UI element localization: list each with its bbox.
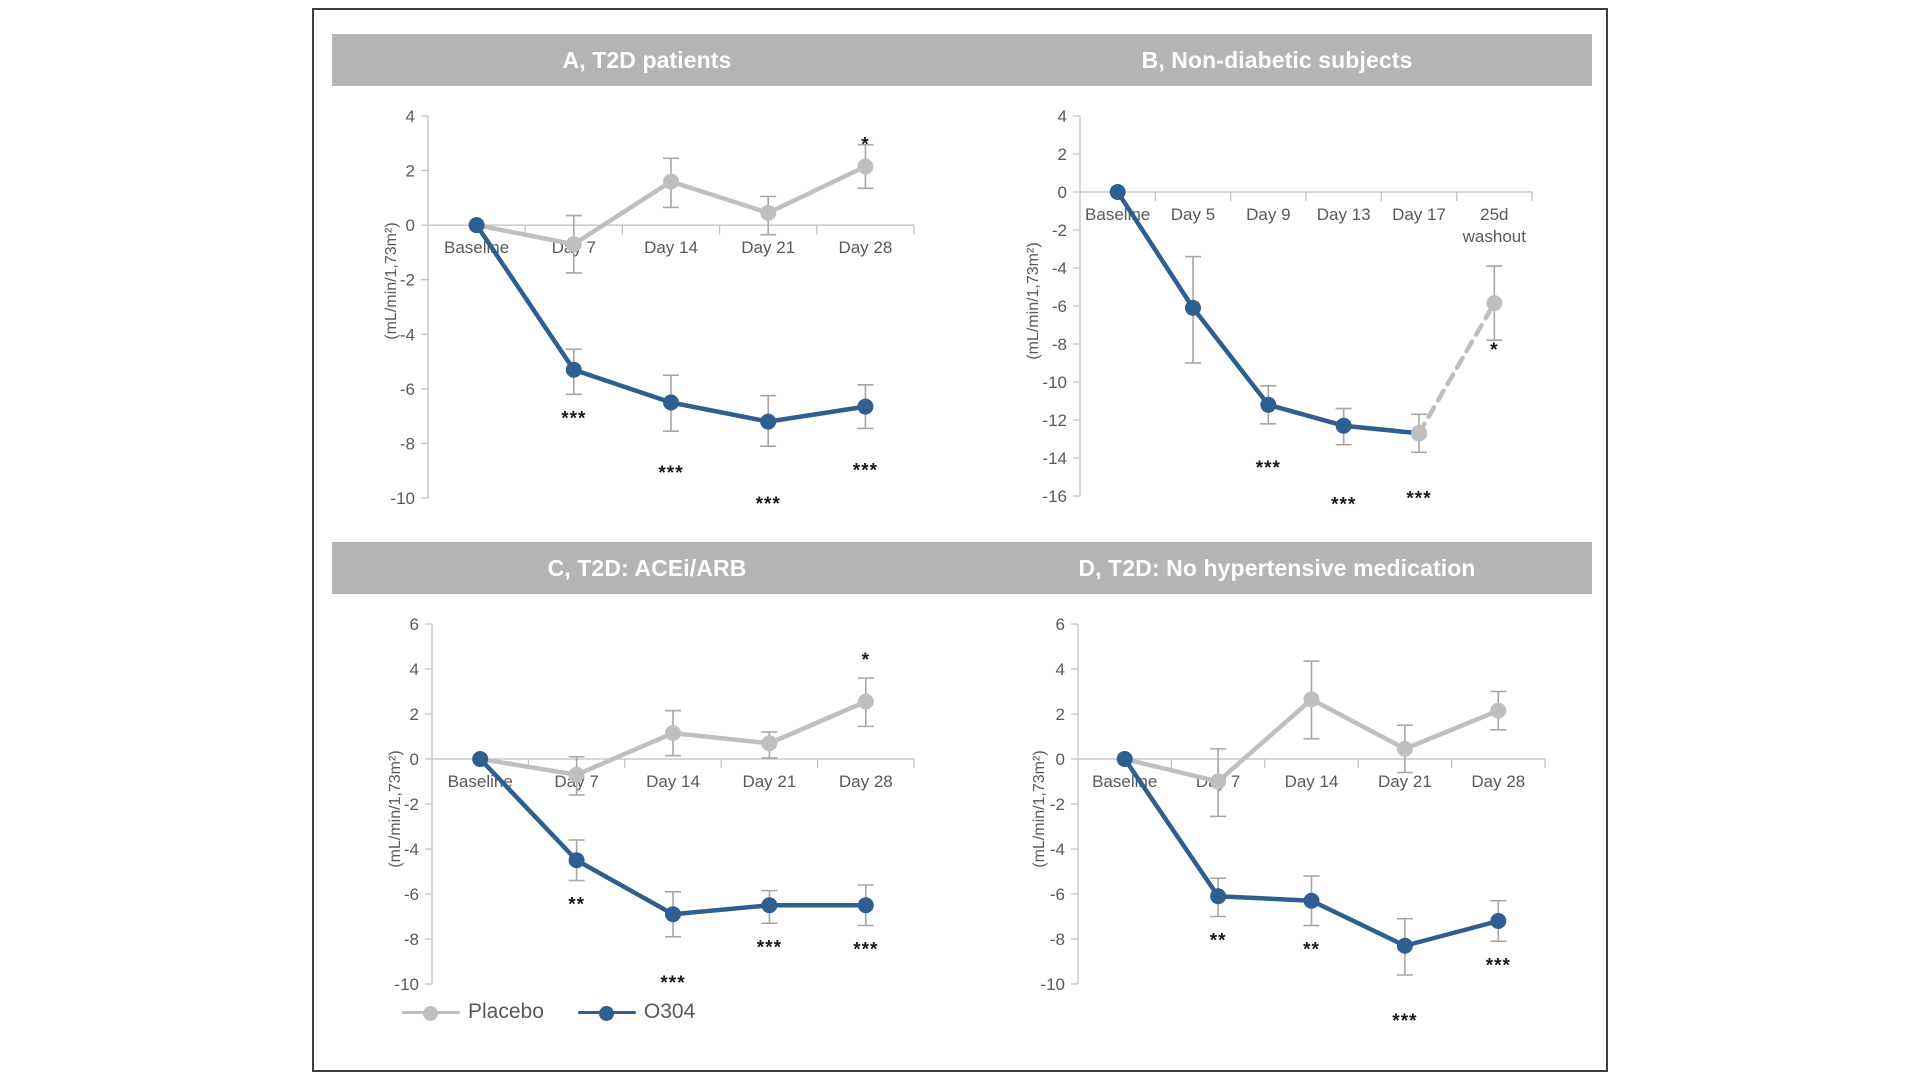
- svg-text:-8: -8: [404, 930, 419, 949]
- svg-text:6: 6: [1056, 615, 1065, 634]
- panel-b-title: B, Non-diabetic subjects: [1141, 46, 1413, 73]
- svg-text:-6: -6: [1052, 297, 1067, 316]
- svg-text:4: 4: [406, 107, 415, 126]
- svg-text:Day 17: Day 17: [1392, 205, 1446, 224]
- svg-text:Day 21: Day 21: [1378, 772, 1432, 791]
- svg-text:Day 28: Day 28: [838, 238, 892, 257]
- svg-text:Day 14: Day 14: [644, 238, 698, 257]
- svg-text:0: 0: [410, 750, 419, 769]
- svg-text:0: 0: [1058, 183, 1067, 202]
- svg-text:-10: -10: [1040, 975, 1065, 994]
- svg-text:washout: washout: [1462, 227, 1527, 246]
- svg-text:2: 2: [1058, 145, 1067, 164]
- panel-c-title-bar: C, T2D: ACEi/ARB: [332, 542, 962, 594]
- svg-text:***: ***: [658, 463, 683, 484]
- svg-text:25d: 25d: [1480, 205, 1508, 224]
- svg-text:Baseline: Baseline: [444, 238, 509, 257]
- svg-text:Day 21: Day 21: [742, 772, 796, 791]
- svg-text:Day 21: Day 21: [741, 238, 795, 257]
- panel-d-title-bar: D, T2D: No hypertensive medication: [962, 542, 1592, 594]
- svg-text:-12: -12: [1042, 411, 1067, 430]
- svg-text:Day 13: Day 13: [1317, 205, 1371, 224]
- svg-text:Day 28: Day 28: [839, 772, 893, 791]
- svg-text:4: 4: [1058, 107, 1067, 126]
- svg-text:0: 0: [1056, 750, 1065, 769]
- panel-a-title: A, T2D patients: [562, 46, 732, 73]
- svg-text:-2: -2: [404, 795, 419, 814]
- svg-text:6: 6: [410, 615, 419, 634]
- legend-label-placebo: Placebo: [468, 1000, 544, 1023]
- svg-text:-6: -6: [400, 380, 415, 399]
- svg-text:***: ***: [1331, 495, 1356, 516]
- panel-a-title-bar: A, T2D patients: [332, 34, 962, 86]
- figure-frame: A, T2D patients (mL/min/1,73m²) 4 2 0 -2 -4-…: [312, 8, 1608, 1072]
- legend-marker-placebo: [402, 1005, 460, 1021]
- svg-text:-8: -8: [1052, 335, 1067, 354]
- svg-text:2: 2: [1056, 705, 1065, 724]
- svg-text:0: 0: [406, 216, 415, 235]
- legend-item-o304: O304: [577, 1000, 696, 1024]
- svg-text:Baseline: Baseline: [1085, 205, 1150, 224]
- svg-text:-4: -4: [404, 840, 419, 859]
- svg-text:-4: -4: [1052, 259, 1067, 278]
- svg-text:-10: -10: [1042, 373, 1067, 392]
- svg-text:-10: -10: [390, 489, 415, 508]
- legend-item-placebo: Placebo: [402, 1000, 544, 1024]
- svg-text:-2: -2: [1050, 795, 1065, 814]
- svg-text:***: ***: [1392, 1011, 1417, 1032]
- svg-text:*: *: [1490, 340, 1498, 361]
- svg-text:-8: -8: [400, 434, 415, 453]
- svg-text:***: ***: [561, 408, 586, 429]
- svg-text:-6: -6: [404, 885, 419, 904]
- svg-text:Day 14: Day 14: [1285, 772, 1339, 791]
- svg-text:***: ***: [1486, 955, 1511, 976]
- svg-text:-10: -10: [394, 975, 419, 994]
- legend-label-o304: O304: [643, 1000, 696, 1023]
- panel-b-title-bar: B, Non-diabetic subjects: [962, 34, 1592, 86]
- svg-text:Day 9: Day 9: [1246, 205, 1290, 224]
- svg-text:-16: -16: [1042, 487, 1067, 506]
- svg-text:4: 4: [1056, 660, 1065, 679]
- svg-text:-4: -4: [400, 325, 415, 344]
- svg-text:***: ***: [660, 973, 685, 994]
- svg-text:**: **: [1303, 940, 1320, 961]
- svg-text:***: ***: [853, 940, 878, 961]
- panel-c-title: C, T2D: ACEi/ARB: [547, 554, 747, 581]
- svg-text:Day 14: Day 14: [646, 772, 700, 791]
- svg-text:**: **: [568, 895, 585, 916]
- legend-marker-o304: [577, 1005, 636, 1021]
- panel-a: A, T2D patients (mL/min/1,73m²) 4 2 0 -2 -4-…: [314, 10, 962, 542]
- chart-legend: Placebo O304: [402, 1000, 695, 1024]
- panel-c: C, T2D: ACEi/ARB (mL/min/1,73m²) 6 4 2 0 -2-…: [314, 542, 962, 1074]
- panel-b-plot: 4 2 0 -2 -4 -6 -8 -10 -12 -14 -16 Baseline Day 5 Day …: [1042, 107, 1533, 516]
- panel-b: B, Non-diabetic subjects (mL/min/1,73m²)…: [962, 10, 1610, 542]
- svg-text:***: ***: [1256, 458, 1281, 479]
- svg-text:-6: -6: [1050, 885, 1065, 904]
- panel-d: D, T2D: No hypertensive medication (mL/m…: [962, 542, 1610, 1074]
- svg-text:Day 28: Day 28: [1471, 772, 1525, 791]
- svg-text:*: *: [862, 650, 870, 671]
- svg-text:-2: -2: [400, 271, 415, 290]
- svg-text:2: 2: [410, 705, 419, 724]
- svg-text:**: **: [1210, 931, 1227, 952]
- svg-text:Baseline: Baseline: [1092, 772, 1157, 791]
- svg-text:-2: -2: [1052, 221, 1067, 240]
- svg-text:***: ***: [757, 937, 782, 958]
- panel-d-title: D, T2D: No hypertensive medication: [1078, 554, 1476, 581]
- svg-text:2: 2: [406, 162, 415, 181]
- svg-text:4: 4: [410, 660, 419, 679]
- svg-text:***: ***: [756, 494, 781, 515]
- svg-text:***: ***: [853, 460, 878, 481]
- svg-text:*: *: [861, 135, 869, 156]
- svg-text:-8: -8: [1050, 930, 1065, 949]
- svg-text:***: ***: [1406, 488, 1431, 509]
- svg-text:Day 5: Day 5: [1171, 205, 1215, 224]
- svg-text:-14: -14: [1042, 449, 1067, 468]
- svg-text:-4: -4: [1050, 840, 1065, 859]
